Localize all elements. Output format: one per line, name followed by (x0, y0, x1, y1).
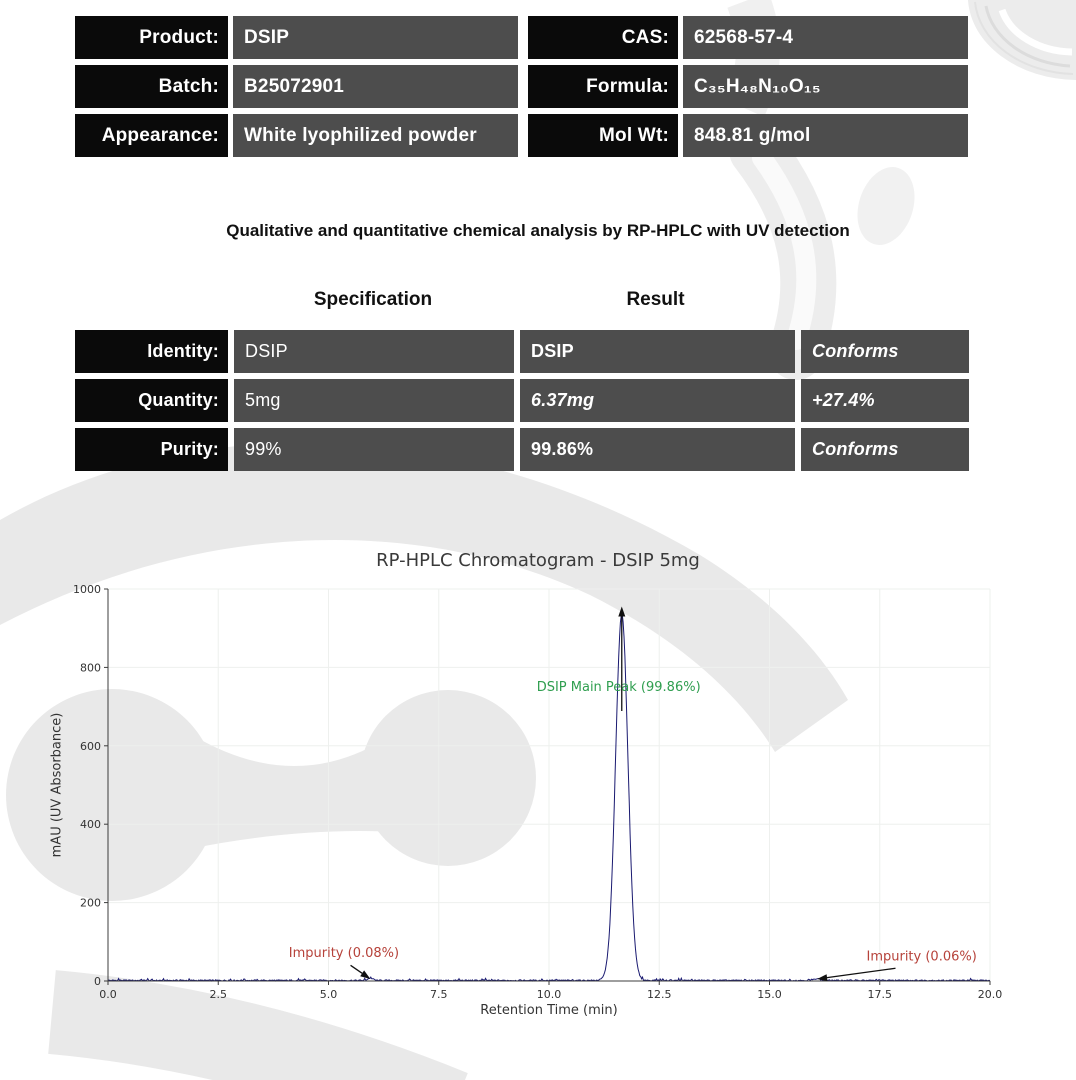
cas-label: CAS: (528, 16, 678, 59)
spec-result-table: Identity: DSIP DSIP Conforms Quantity: 5… (75, 330, 969, 471)
y-tick-label: 600 (80, 740, 101, 753)
quantity-spec: 5mg (234, 379, 514, 422)
quantity-result: 6.37mg (520, 379, 795, 422)
purity-label: Purity: (75, 428, 228, 471)
cas-value: 62568-57-4 (683, 16, 968, 59)
quantity-status: +27.4% (801, 379, 969, 422)
annotation-arrow (826, 967, 896, 979)
x-tick-label: 17.5 (868, 988, 893, 1001)
molwt-label: Mol Wt: (528, 114, 678, 157)
quantity-label: Quantity: (75, 379, 228, 422)
swirl-top-right-stria3 (974, 1, 1074, 75)
formula-label: Formula: (528, 65, 678, 108)
x-tick-label: 12.5 (647, 988, 672, 1001)
x-tick-label: 15.0 (757, 988, 782, 1001)
x-tick-label: 5.0 (320, 988, 338, 1001)
product-value: DSIP (233, 16, 518, 59)
y-tick-label: 200 (80, 897, 101, 910)
identity-label: Identity: (75, 330, 228, 373)
impurity-annotation: Impurity (0.08%) (289, 946, 399, 961)
annotation-arrowhead (360, 970, 371, 979)
x-axis-label: Retention Time (min) (480, 1003, 618, 1018)
impurity-annotation: Impurity (0.06%) (866, 950, 976, 965)
appearance-label: Appearance: (75, 114, 228, 157)
main-peak-annotation: DSIP Main Peak (99.86%) (537, 680, 701, 695)
y-tick-label: 1000 (73, 583, 101, 596)
x-tick-label: 2.5 (210, 988, 228, 1001)
chromatogram-plot: 0.0 2.5 5.0 7.5 10.0 12.5 15.0 17.5 20.0 0 200 400 6… (73, 583, 1003, 1001)
logo-node-left (6, 689, 218, 901)
formula-value: C₃₅H₄₈N₁₀O₁₅ (683, 65, 968, 108)
y-tick-label: 800 (80, 661, 101, 674)
purity-status: Conforms (801, 428, 969, 471)
swirl-top-right-stria2 (998, 8, 1073, 56)
x-tick-label: 0.0 (99, 988, 117, 1001)
identity-result: DSIP (520, 330, 795, 373)
molwt-value: 848.81 g/mol (683, 114, 968, 157)
annotation-arrowhead (817, 974, 828, 982)
result-column-header: Result (626, 289, 685, 310)
x-tick-label: 10.0 (537, 988, 562, 1001)
logo-link (194, 732, 398, 848)
purity-spec: 99% (234, 428, 514, 471)
appearance-value: White lyophilized powder (233, 114, 518, 157)
ribbon-mid-right-core (752, 148, 817, 350)
logo-arc-bottom (48, 970, 468, 1080)
x-tick-label: 7.5 (430, 988, 448, 1001)
chemical-info-table: CAS: 62568-57-4 Formula: C₃₅H₄₈N₁₀O₁₅ Mo… (528, 16, 968, 157)
y-tick-label: 0 (94, 975, 101, 988)
x-tick-label: 20.0 (978, 988, 1003, 1001)
product-label: Product: (75, 16, 228, 59)
purity-result: 99.86% (520, 428, 795, 471)
identity-status: Conforms (801, 330, 969, 373)
annotation-arrowhead (618, 606, 626, 617)
ribbon-flake (857, 167, 915, 245)
identity-spec: DSIP (234, 330, 514, 373)
chart-title: RP-HPLC Chromatogram - DSIP 5mg (376, 550, 700, 571)
annotation-arrow (350, 964, 363, 974)
product-info-table: Product: DSIP Batch: B25072901 Appearanc… (75, 16, 518, 157)
y-tick-label: 400 (80, 818, 101, 831)
analysis-method-note: Qualitative and quantitative chemical an… (226, 221, 850, 240)
logo-arc-top (0, 442, 848, 752)
batch-label: Batch: (75, 65, 228, 108)
logo-node-right (360, 690, 536, 866)
specification-column-header: Specification (313, 289, 433, 310)
swirl-top-right-stria1 (984, 5, 1071, 68)
batch-value: B25072901 (233, 65, 518, 108)
